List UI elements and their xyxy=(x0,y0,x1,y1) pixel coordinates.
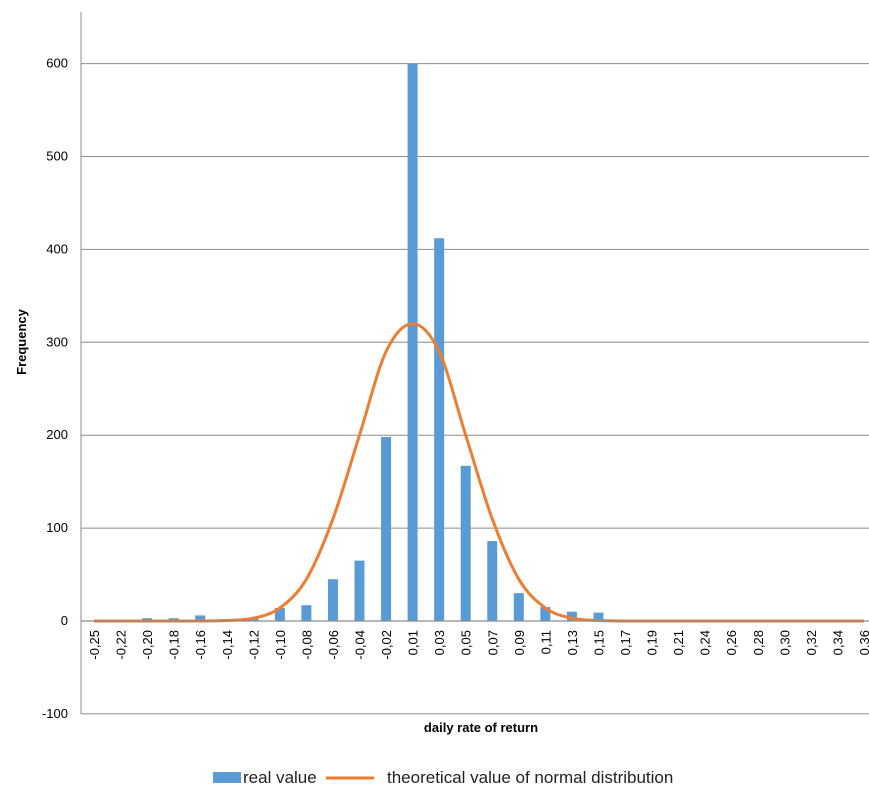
bar xyxy=(487,541,498,621)
y-axis-title: Frequency xyxy=(14,308,29,375)
legend-label-normal-distribution: theoretical value of normal distribution xyxy=(387,768,673,787)
x-tick-label: 0,36 xyxy=(857,630,869,655)
x-tick-label: 0,28 xyxy=(751,630,766,655)
x-tick-label: 0,17 xyxy=(618,630,633,655)
bar xyxy=(354,560,365,621)
x-tick-label: -0,22 xyxy=(114,630,129,660)
y-tick-labels: -100 0 100 200 300 400 500 600 xyxy=(42,56,68,721)
x-tick-label: 0,26 xyxy=(724,630,739,655)
x-tick-label: 0,32 xyxy=(804,630,819,655)
normal-distribution-line xyxy=(94,322,864,623)
x-tick-label: -0,16 xyxy=(193,630,208,660)
bar xyxy=(274,607,285,621)
x-tick-label: 0,11 xyxy=(538,630,553,654)
x-tick-label: 0,13 xyxy=(565,630,580,655)
x-tick-label: 0,03 xyxy=(432,630,447,655)
bar xyxy=(381,437,392,621)
x-tick-label: 0,05 xyxy=(459,630,474,655)
y-tick-label: 600 xyxy=(46,56,68,71)
y-tick-label: 100 xyxy=(46,520,68,535)
bar xyxy=(593,612,604,621)
x-tick-label: -0,04 xyxy=(353,630,368,660)
y-tick-label: 500 xyxy=(46,149,68,164)
y-tick-label: 300 xyxy=(46,334,68,349)
legend-swatch-real-value xyxy=(213,772,241,783)
axes xyxy=(80,12,869,714)
bar xyxy=(566,611,577,621)
legend: real value theoretical value of normal d… xyxy=(213,768,673,787)
line-series xyxy=(94,322,864,623)
x-tick-label: 0,19 xyxy=(645,630,660,655)
y-tick-label: -100 xyxy=(42,706,68,721)
x-tick-label: 0,34 xyxy=(830,630,845,655)
bar xyxy=(327,579,338,621)
x-tick-label: 0,15 xyxy=(591,630,606,655)
x-tick-label: 0,30 xyxy=(777,630,792,655)
bar xyxy=(513,593,524,621)
x-tick-label: -0,02 xyxy=(379,630,394,660)
x-tick-label: 0,01 xyxy=(406,630,421,655)
x-tick-label: 0,09 xyxy=(512,630,527,655)
y-tick-label: 0 xyxy=(61,613,68,628)
bar xyxy=(460,465,471,621)
bar xyxy=(434,238,445,621)
x-tick-labels: -0,25 -0,22 -0,20 -0,18 -0,16 -0,14 -0,12 -0,10… xyxy=(87,630,869,660)
x-tick-label: -0,06 xyxy=(326,630,341,660)
bar xyxy=(407,63,418,622)
x-tick-label: -0,10 xyxy=(273,630,288,660)
bar-series xyxy=(142,63,604,622)
x-tick-label: 0,21 xyxy=(671,630,686,655)
x-tick-label: -0,20 xyxy=(140,630,155,660)
x-tick-label: 0,24 xyxy=(698,630,713,655)
bar xyxy=(301,605,312,621)
x-tick-label: -0,25 xyxy=(87,630,102,660)
y-tick-label: 400 xyxy=(46,241,68,256)
bar xyxy=(195,615,206,621)
x-tick-label: -0,08 xyxy=(299,630,314,660)
x-tick-label: 0,07 xyxy=(485,630,500,655)
x-tick-label: -0,12 xyxy=(246,630,261,660)
bar xyxy=(540,607,551,621)
x-tick-label: -0,18 xyxy=(167,630,182,660)
x-tick-label: -0,14 xyxy=(220,630,235,660)
x-axis-title: daily rate of return xyxy=(424,720,538,735)
y-tick-label: 200 xyxy=(46,427,68,442)
legend-label-real-value: real value xyxy=(243,768,317,787)
